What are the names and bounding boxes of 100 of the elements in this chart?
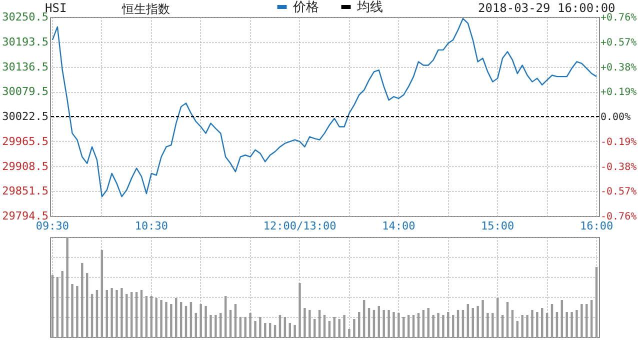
line-series	[52, 18, 598, 198]
bar	[536, 312, 538, 337]
bar	[76, 286, 78, 337]
bar	[244, 317, 246, 337]
bar	[422, 310, 425, 337]
bar	[378, 306, 380, 337]
y2-tick-label: 0.00%	[600, 112, 631, 123]
bar	[160, 300, 162, 337]
y-tick-label: 29965.5	[2, 134, 48, 148]
bar	[566, 312, 568, 337]
bar	[560, 300, 564, 337]
bar	[126, 294, 128, 337]
bar	[442, 315, 444, 337]
bar	[264, 323, 266, 337]
bar	[274, 325, 276, 337]
bar	[56, 277, 59, 337]
bar	[466, 304, 470, 337]
bar	[308, 310, 311, 337]
bar	[476, 306, 479, 337]
bar	[452, 315, 454, 337]
bar	[328, 321, 331, 337]
y-tick-label: 29851.5	[2, 184, 48, 198]
bar	[392, 312, 395, 337]
bar	[412, 315, 415, 337]
bar	[482, 300, 484, 337]
bar	[586, 304, 588, 337]
chart-title: 恒生指数	[122, 1, 170, 18]
bar	[550, 304, 554, 337]
bar	[580, 304, 583, 337]
bar	[116, 290, 118, 337]
bar	[541, 308, 544, 337]
bar	[140, 290, 143, 337]
bar	[417, 313, 420, 337]
bar	[407, 315, 410, 337]
bar	[496, 298, 499, 337]
bar	[382, 310, 385, 337]
bar	[194, 313, 198, 337]
bar	[180, 302, 182, 337]
bar	[526, 315, 528, 337]
bar	[106, 290, 108, 337]
bar	[234, 304, 237, 337]
bar	[214, 315, 217, 337]
bar	[81, 263, 84, 337]
bar	[313, 319, 316, 337]
bar	[472, 308, 474, 337]
y-tick-label: 30079.5	[2, 85, 48, 98]
bar	[210, 315, 212, 337]
bar	[372, 310, 376, 337]
y2-tick-label: +0.57%	[600, 37, 637, 48]
bar	[220, 313, 222, 337]
bar	[175, 298, 178, 337]
y2-tick-label: -0.19%	[600, 136, 637, 148]
bar	[595, 267, 598, 337]
bar	[200, 304, 202, 337]
bar	[427, 308, 430, 337]
x-tick-label: 16:00	[580, 220, 614, 232]
bar	[259, 317, 262, 337]
y2-tick-label: +0.19%	[600, 87, 637, 98]
bar	[170, 304, 172, 337]
x-tick-label: 15:00	[481, 220, 514, 232]
bar	[100, 250, 104, 337]
bar	[348, 329, 350, 337]
bar	[96, 290, 98, 337]
bar	[511, 310, 514, 337]
bar	[239, 317, 242, 337]
bar	[145, 296, 148, 337]
bar	[398, 313, 400, 337]
bar	[501, 315, 504, 337]
bar	[249, 313, 252, 337]
bar	[521, 315, 524, 337]
bar	[432, 315, 434, 337]
legend-label: 价格	[292, 0, 319, 15]
bar	[343, 315, 346, 337]
y-tick-label: 29794.5	[2, 210, 48, 222]
bar	[576, 310, 578, 337]
y-tick-label: 30022.5	[2, 110, 48, 123]
bar	[190, 302, 192, 337]
x-tick-label: 10:30	[134, 220, 168, 232]
bar	[362, 300, 366, 337]
bar	[51, 275, 54, 337]
bar	[298, 283, 301, 337]
bar	[531, 310, 534, 337]
x-tick-label: 09:30	[36, 220, 70, 232]
x-tick-label: 14:00	[382, 220, 416, 232]
bar	[516, 321, 519, 337]
bar	[90, 294, 94, 337]
bar	[506, 302, 509, 337]
bar	[338, 319, 340, 337]
bar	[437, 313, 440, 337]
bar	[353, 319, 356, 337]
bar	[130, 292, 133, 337]
bar	[135, 292, 138, 337]
bar	[368, 308, 370, 337]
y2-tick-label: +0.76%	[600, 12, 637, 24]
bar	[229, 310, 232, 337]
y-tick-label: 30136.5	[2, 60, 48, 74]
bar	[61, 271, 64, 337]
legend-label: 均线	[356, 0, 383, 15]
y2-tick-label: -0.57%	[600, 186, 637, 198]
bar	[184, 306, 188, 337]
